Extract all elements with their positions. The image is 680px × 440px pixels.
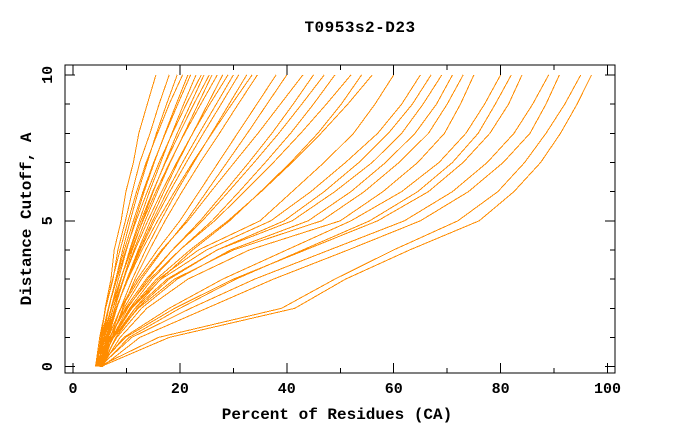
curve-line <box>95 74 184 367</box>
curve-line <box>98 74 582 368</box>
curve-line <box>95 74 202 367</box>
curve-line <box>99 74 550 367</box>
curve-line <box>100 74 197 367</box>
curve-line <box>97 74 523 367</box>
curve-line <box>101 74 475 367</box>
x-tick-label: 40 <box>278 381 296 398</box>
x-tick-label: 80 <box>492 381 510 398</box>
x-tick-label: 100 <box>594 381 621 398</box>
y-tick-label: 10 <box>40 66 57 84</box>
x-axis-label: Percent of Residues (CA) <box>222 406 452 424</box>
y-tick-label: 0 <box>40 362 57 371</box>
x-tick-label: 0 <box>69 381 78 398</box>
curve-line <box>100 74 288 367</box>
x-tick-label: 20 <box>171 381 189 398</box>
curve-line <box>101 74 363 367</box>
curve-line <box>96 74 253 367</box>
curves-group <box>95 74 592 368</box>
y-tick-label: 5 <box>40 216 57 225</box>
curve-line <box>97 74 210 367</box>
chart-title: T0953s2-D23 <box>304 19 415 37</box>
curve-line <box>101 74 314 367</box>
curve-line <box>96 74 352 367</box>
curve-line <box>97 74 421 367</box>
curve-line <box>100 74 224 367</box>
curve-line <box>98 74 178 367</box>
curve-line <box>102 74 560 367</box>
curve-line <box>96 74 464 367</box>
curve-line <box>97 74 304 367</box>
curve-line <box>98 74 443 367</box>
curve-line <box>100 74 592 368</box>
curve-line <box>97 74 229 367</box>
tick-labels-group: 0 20 40 60 80 100 0 5 10 <box>40 66 621 398</box>
curve-line <box>99 74 453 367</box>
y-axis-label: Distance Cutoff, A <box>18 132 36 305</box>
curve-line <box>97 74 373 367</box>
x-tick-label: 60 <box>385 381 403 398</box>
curve-line <box>100 74 512 367</box>
axes-group <box>64 64 616 374</box>
curve-line <box>98 74 240 367</box>
curve-line <box>96 74 218 367</box>
curve-line <box>98 74 502 367</box>
